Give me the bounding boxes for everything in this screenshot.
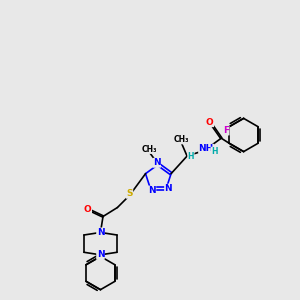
Text: O: O <box>84 205 92 214</box>
Text: N: N <box>97 250 104 259</box>
Text: H: H <box>211 147 217 156</box>
Text: O: O <box>206 118 214 127</box>
Text: N: N <box>153 158 160 167</box>
Text: F: F <box>223 126 229 135</box>
Text: S: S <box>126 189 133 198</box>
Text: CH₃: CH₃ <box>174 135 189 144</box>
Text: NH: NH <box>199 144 214 153</box>
Text: H: H <box>188 152 194 161</box>
Text: N: N <box>148 186 156 195</box>
Text: CH₃: CH₃ <box>142 145 157 154</box>
Text: N: N <box>97 228 104 237</box>
Text: N: N <box>165 184 172 193</box>
